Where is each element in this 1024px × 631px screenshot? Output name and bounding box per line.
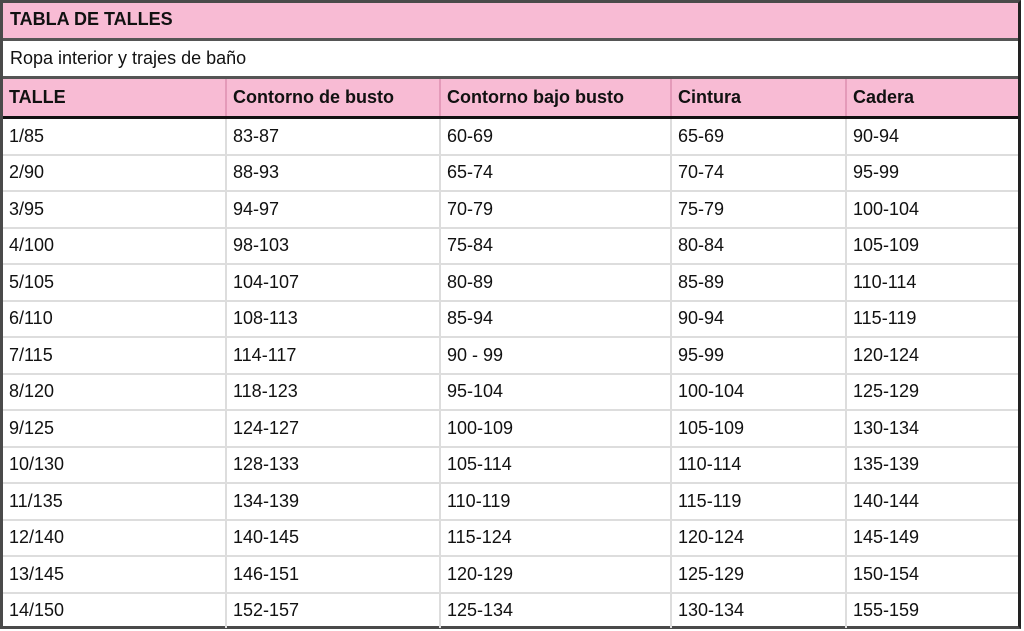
table-row: 5/105 104-107 80-89 85-89 110-114	[3, 264, 1018, 302]
table-cell: 3/95	[3, 191, 227, 229]
table-cell: 120-124	[846, 337, 1018, 375]
table-cell: 90 - 99	[440, 337, 672, 375]
table-row: 8/120 118-123 95-104 100-104 125-129	[3, 373, 1018, 411]
table-cell: 140-145	[226, 519, 441, 557]
table-cell: 2/90	[3, 154, 227, 192]
table-cell: 155-159	[853, 600, 920, 621]
table-cell: 130-134	[846, 410, 1018, 448]
table-cell: 105-109	[846, 227, 1018, 265]
table-cell: 128-133	[226, 446, 441, 484]
table-cell: 120-129	[440, 556, 672, 594]
table-cell: 1/85	[3, 117, 227, 156]
table-cell: 83-87	[226, 117, 441, 156]
table-cell: 95-99	[671, 337, 847, 375]
table-cell: 125-129	[846, 373, 1018, 411]
table-cell: 115-119	[671, 483, 847, 521]
table-row: 6/110 108-113 85-94 90-94 115-119	[3, 300, 1018, 338]
table-cell: 85-89	[671, 264, 847, 302]
column-header: TALLE	[3, 79, 227, 119]
table-cell: 104-107	[226, 264, 441, 302]
table-cell: 125-129	[671, 556, 847, 594]
table-cell: 75-79	[671, 191, 847, 229]
table-cell: 114-117	[226, 337, 441, 375]
table-cell: 140-144	[846, 483, 1018, 521]
table-row: 12/140 140-145 115-124 120-124 145-149	[3, 519, 1018, 557]
table-cell: 105-109	[671, 410, 847, 448]
table-row: 1/85 83-87 60-69 65-69 90-94	[3, 117, 1018, 156]
table-cell: 11/135	[3, 483, 227, 521]
table-cell: 134-139	[226, 483, 441, 521]
table-cell: 95-99	[846, 154, 1018, 192]
table-title: TABLA DE TALLES	[3, 3, 1018, 41]
table-cell: 145-149	[846, 519, 1018, 557]
table-cell: 12/140	[3, 519, 227, 557]
table-cell: 90-94	[846, 117, 1018, 156]
table-cell: 4/100	[3, 227, 227, 265]
table-cell: 10/130	[3, 446, 227, 484]
table-cell: 110-114	[846, 264, 1018, 302]
table-cell: 88-93	[226, 154, 441, 192]
table-cell: 146-151	[226, 556, 441, 594]
table-cell: 95-104	[440, 373, 672, 411]
table-row: 7/115 114-117 90 - 99 95-99 120-124	[3, 337, 1018, 375]
table-cell: 94-97	[226, 191, 441, 229]
table-cell: 105-114	[440, 446, 672, 484]
table-row: 4/100 98-103 75-84 80-84 105-109	[3, 227, 1018, 265]
table-row: 14/150 152-157 125-134 130-134 155-159	[3, 592, 1018, 628]
table-row: 11/135 134-139 110-119 115-119 140-144	[3, 483, 1018, 521]
table-cell: 100-109	[440, 410, 672, 448]
table-cell: 7/115	[3, 337, 227, 375]
table-cell: 5/105	[3, 264, 227, 302]
table-cell: 70-74	[671, 154, 847, 192]
table-cell: 75-84	[440, 227, 672, 265]
table-cell: 130-134	[671, 592, 847, 628]
table-cell: 98-103	[226, 227, 441, 265]
table-subtitle: Ropa interior y trajes de baño	[3, 41, 1018, 79]
table-cell: 150-154	[846, 556, 1018, 594]
table-cell: 6/110	[3, 300, 227, 338]
table-row: 13/145 146-151 120-129 125-129 150-154	[3, 556, 1018, 594]
column-header: Contorno bajo busto	[440, 79, 672, 119]
table-cell: 110-119	[440, 483, 672, 521]
table-cell: 108-113	[226, 300, 441, 338]
table-cell: 115-119	[846, 300, 1018, 338]
table-cell: 135-139	[846, 446, 1018, 484]
header-row: TALLE Contorno de busto Contorno bajo bust…	[3, 79, 1018, 119]
table-cell: 100-104	[846, 191, 1018, 229]
table-cell: 80-84	[671, 227, 847, 265]
table-cell: 125-134	[440, 592, 672, 628]
table-row: 9/125 124-127 100-109 105-109 130-134	[3, 410, 1018, 448]
table-cell: 80-89	[440, 264, 672, 302]
table-cell: 8/120	[3, 373, 227, 411]
table-cell: 120-124	[671, 519, 847, 557]
table-row: 10/130 128-133 105-114 110-114 135-139	[3, 446, 1018, 484]
table-cell: 118-123	[226, 373, 441, 411]
column-header: Cadera	[846, 79, 1018, 119]
table-cell: 60-69	[440, 117, 672, 156]
table-cell: 13/145	[3, 556, 227, 594]
table-cell: 70-79	[440, 191, 672, 229]
table-cell: 85-94	[440, 300, 672, 338]
table-cell: 9/125	[3, 410, 227, 448]
column-header: Contorno de busto	[226, 79, 441, 119]
table-cell: 100-104	[671, 373, 847, 411]
table-cell: 14/150	[3, 592, 227, 628]
table-cell: 115-124	[440, 519, 672, 557]
column-header: Cintura	[671, 79, 847, 119]
table-cell: 110-114	[671, 446, 847, 484]
table-cell: 124-127	[226, 410, 441, 448]
table-cell: 152-157	[226, 592, 441, 628]
table-row: 2/90 88-93 65-74 70-74 95-99	[3, 154, 1018, 192]
table-cell: 90-94	[671, 300, 847, 338]
size-table: TALLE Contorno de busto Contorno bajo bust…	[3, 79, 1018, 628]
table-cell: 65-69	[671, 117, 847, 156]
table-cell: 65-74	[440, 154, 672, 192]
table-row: 3/95 94-97 70-79 75-79 100-104	[3, 191, 1018, 229]
